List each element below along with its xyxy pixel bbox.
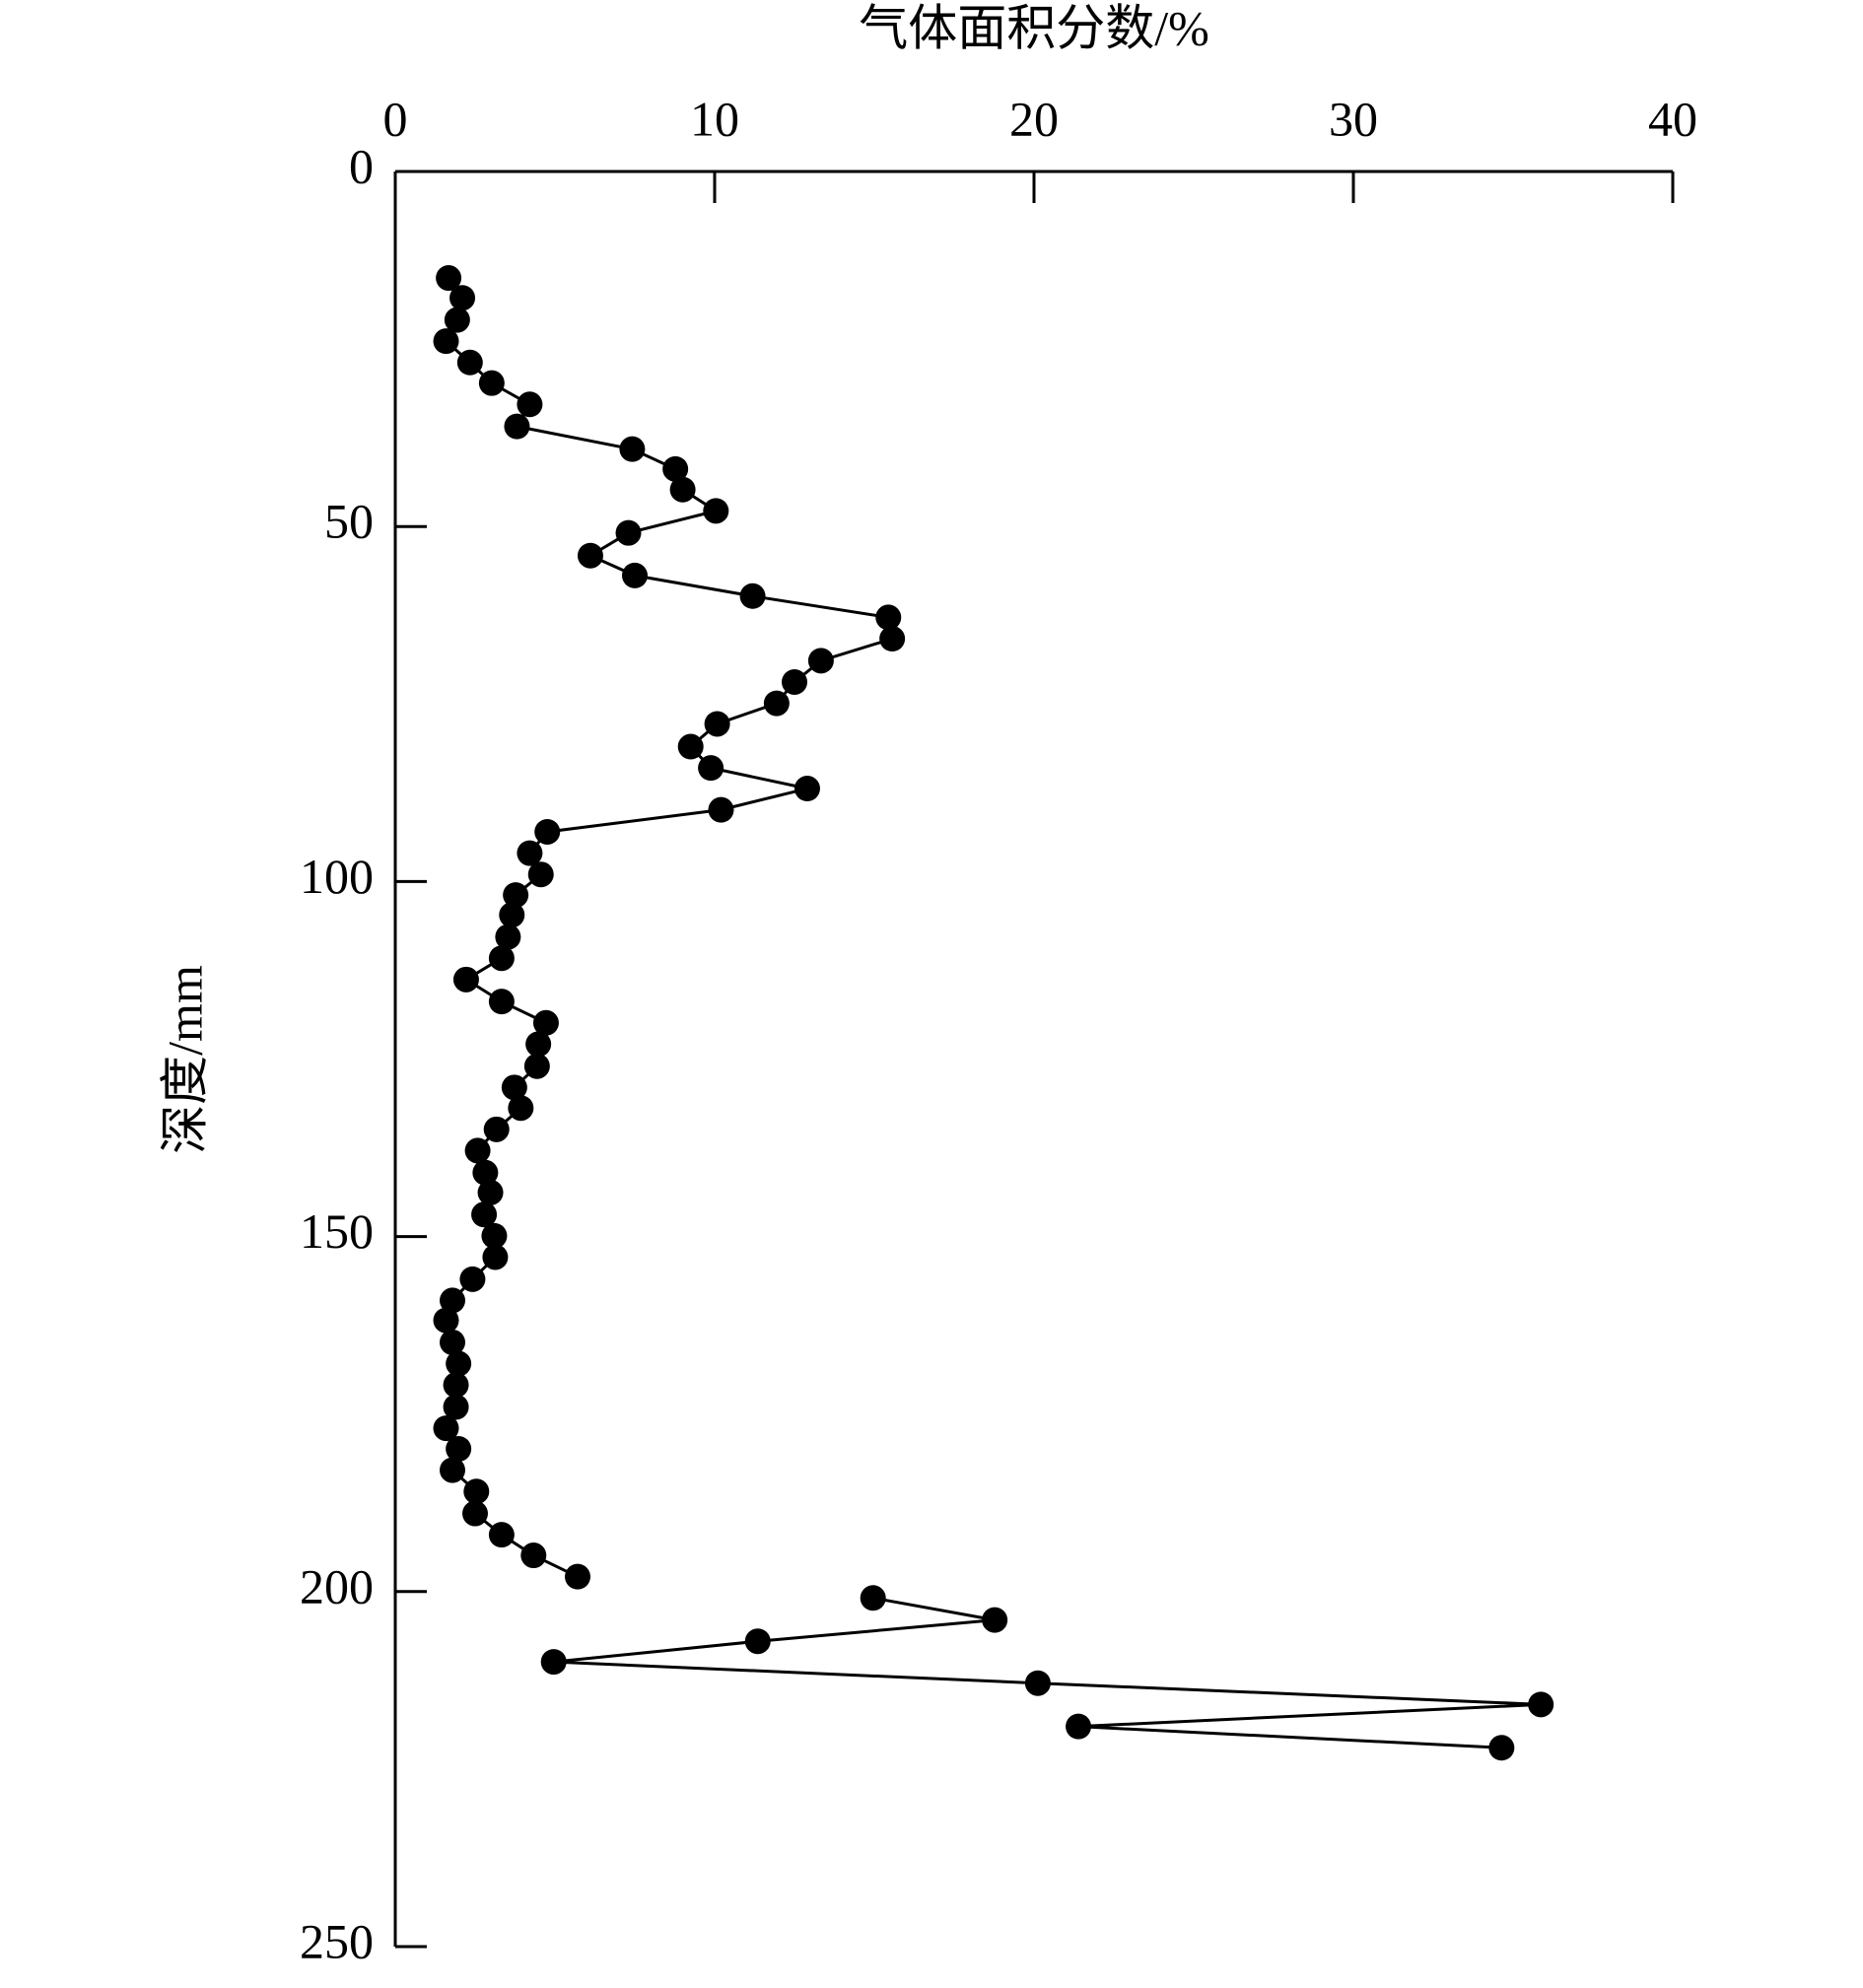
data-point	[517, 840, 543, 866]
data-point	[708, 796, 734, 823]
y-tick-label: 250	[300, 1913, 374, 1968]
data-point	[433, 328, 459, 355]
data-point	[482, 1244, 509, 1270]
data-point	[472, 1159, 499, 1186]
x-tick-label: 20	[1009, 91, 1059, 146]
data-point	[471, 1201, 498, 1228]
data-point	[501, 1074, 527, 1101]
data-point	[1024, 1670, 1051, 1696]
data-point	[449, 285, 476, 311]
data-point	[520, 1542, 547, 1569]
data-point	[703, 498, 729, 524]
data-point	[1488, 1735, 1515, 1761]
data-point	[1066, 1713, 1092, 1740]
data-point	[739, 583, 766, 609]
x-tick-label: 10	[690, 91, 739, 146]
data-point	[446, 1435, 472, 1462]
data-point	[879, 626, 906, 652]
data-point	[534, 818, 561, 845]
data-point	[540, 1649, 567, 1676]
data-point	[452, 966, 479, 993]
data-point	[464, 1137, 491, 1164]
data-point	[517, 391, 543, 418]
data-point	[488, 1522, 515, 1548]
data-point	[677, 733, 704, 760]
x-tick-label: 40	[1648, 91, 1697, 146]
data-point	[807, 648, 834, 674]
data-point	[619, 436, 646, 462]
data-point	[433, 1415, 459, 1442]
data-point	[875, 604, 902, 631]
y-tick-label: 0	[349, 138, 374, 193]
data-point	[794, 776, 820, 802]
data-point	[508, 1095, 534, 1122]
data-point	[495, 924, 521, 950]
data-point	[565, 1563, 591, 1590]
data-point	[433, 1307, 459, 1334]
data-point	[456, 349, 483, 376]
data-point	[488, 989, 515, 1015]
data-point	[704, 711, 730, 737]
data-point	[982, 1607, 1008, 1633]
data-point	[444, 307, 470, 333]
data-point	[615, 519, 642, 546]
y-tick-label: 50	[324, 494, 374, 549]
data-point	[439, 1329, 465, 1355]
data-point	[463, 1478, 490, 1505]
data-point	[532, 1009, 559, 1036]
x-tick-label: 0	[383, 91, 408, 146]
data-point	[443, 1394, 469, 1420]
data-point	[744, 1628, 771, 1655]
data-point	[527, 861, 554, 888]
data-line	[553, 1596, 1542, 1749]
data-point	[577, 542, 603, 569]
data-point	[478, 370, 505, 396]
data-point	[459, 1266, 486, 1292]
data-point	[1528, 1691, 1554, 1718]
y-axis-title: 深度/mm	[157, 965, 212, 1154]
data-point	[477, 1179, 504, 1205]
data-point	[439, 1287, 465, 1314]
y-tick-label: 100	[300, 849, 374, 904]
data-point	[763, 690, 790, 717]
x-tick-label: 30	[1329, 91, 1378, 146]
y-tick-label: 200	[300, 1558, 374, 1613]
data-point	[436, 265, 462, 292]
data-point	[860, 1585, 886, 1611]
data-point	[462, 1500, 488, 1527]
data-point	[525, 1031, 552, 1058]
data-point	[499, 902, 525, 928]
data-point	[698, 755, 724, 782]
data-point	[439, 1457, 465, 1483]
x-axis-title: 气体面积分数/%	[859, 0, 1209, 55]
y-tick-label: 150	[300, 1203, 374, 1259]
data-point	[782, 668, 807, 695]
data-point	[523, 1053, 550, 1079]
data-point	[622, 562, 648, 588]
data-point	[481, 1222, 508, 1249]
data-point	[488, 945, 515, 972]
data-point	[504, 413, 530, 440]
data-point	[669, 476, 696, 503]
data-point	[662, 455, 689, 482]
data-point	[446, 1350, 472, 1377]
data-point	[503, 882, 529, 909]
data-point	[483, 1116, 510, 1142]
data-point	[443, 1372, 469, 1399]
